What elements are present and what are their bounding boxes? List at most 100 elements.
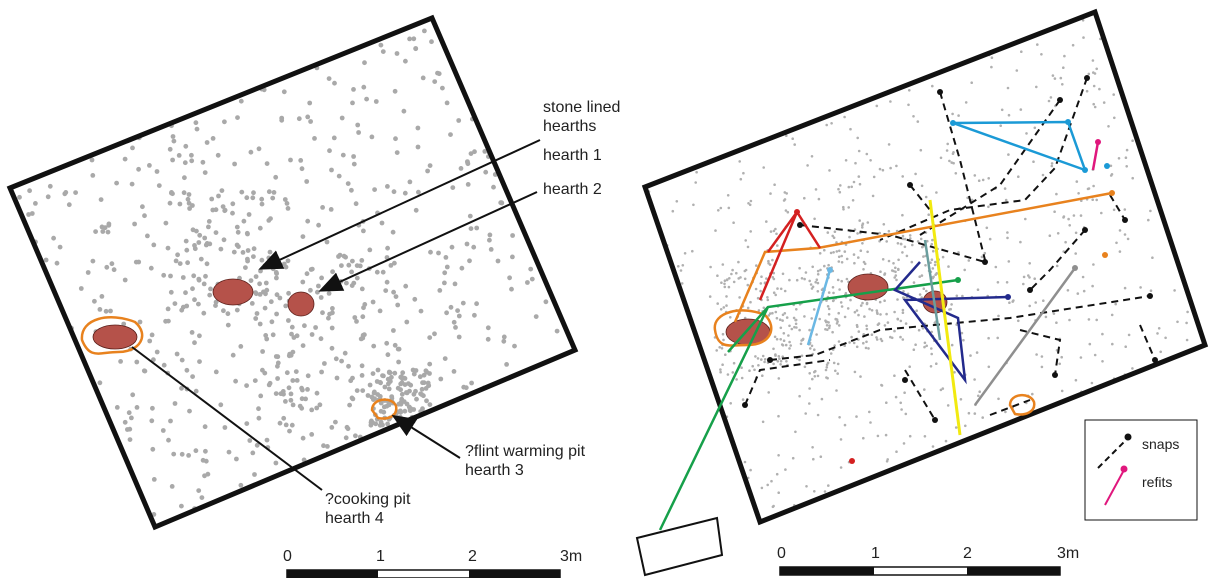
find-dot: [207, 52, 212, 57]
find-dot: [197, 278, 202, 283]
find-dot: [685, 68, 688, 71]
find-dot: [889, 100, 892, 103]
find-dot: [1150, 289, 1153, 292]
find-dot: [888, 143, 891, 146]
find-dot: [62, 88, 67, 93]
find-dot: [403, 376, 408, 381]
find-dot: [813, 218, 816, 221]
find-dot: [372, 391, 377, 396]
find-dot: [396, 347, 401, 352]
find-dot: [467, 258, 472, 263]
find-dot: [330, 306, 335, 311]
find-dot: [172, 139, 177, 144]
find-dot: [830, 252, 833, 255]
find-dot: [274, 391, 279, 396]
find-dot: [714, 229, 717, 232]
find-dot: [711, 134, 714, 137]
find-dot: [201, 160, 206, 165]
find-dot: [1199, 298, 1202, 301]
find-dot: [1009, 484, 1012, 487]
find-dot: [1042, 174, 1045, 177]
find-dot: [789, 344, 792, 347]
find-dot: [757, 297, 760, 300]
find-dot: [1187, 234, 1190, 237]
find-dot: [801, 277, 804, 280]
find-dot: [1191, 260, 1194, 263]
find-dot: [1101, 360, 1104, 363]
find-dot: [721, 19, 724, 22]
find-dot: [686, 140, 689, 143]
annotation: ?flint warming pit: [465, 443, 586, 460]
find-dot: [316, 284, 321, 289]
find-dot: [52, 371, 57, 376]
find-dot: [191, 273, 196, 278]
find-dot: [230, 201, 235, 206]
find-dot: [66, 395, 71, 400]
find-dot: [867, 221, 870, 224]
find-dot: [1028, 305, 1031, 308]
find-dot: [885, 401, 888, 404]
find-dot: [245, 232, 250, 237]
find-dot: [175, 352, 180, 357]
find-dot: [747, 202, 750, 205]
find-dot: [403, 284, 408, 289]
find-dot: [860, 304, 863, 307]
find-dot: [196, 488, 201, 493]
find-dot: [346, 263, 351, 268]
find-dot: [173, 301, 178, 306]
find-dot: [672, 370, 675, 373]
find-dot: [222, 119, 227, 124]
find-dot: [744, 135, 747, 138]
find-dot: [1147, 219, 1150, 222]
find-dot: [187, 409, 192, 414]
find-dot: [1075, 379, 1078, 382]
find-dot: [852, 493, 855, 496]
find-dot: [865, 347, 868, 350]
find-dot: [31, 344, 36, 349]
find-dot: [1152, 115, 1155, 118]
find-dot: [1183, 246, 1186, 249]
find-dot: [323, 486, 328, 491]
find-dot: [304, 179, 309, 184]
find-dot: [63, 92, 68, 97]
find-dot: [1068, 224, 1071, 227]
find-dot: [950, 53, 953, 56]
find-dot: [856, 232, 859, 235]
find-dot: [339, 263, 344, 268]
find-dot: [694, 345, 697, 348]
find-dot: [723, 306, 726, 309]
find-dot: [991, 56, 994, 59]
find-dot: [1006, 281, 1009, 284]
find-dot: [872, 511, 875, 514]
find-dot: [203, 424, 208, 429]
find-dot: [783, 332, 786, 335]
find-dot: [856, 137, 859, 140]
find-dot: [57, 153, 62, 158]
find-dot: [421, 505, 426, 510]
find-dot: [440, 463, 445, 468]
find-dot: [1053, 210, 1056, 213]
find-dot: [88, 465, 93, 470]
find-dot: [762, 355, 765, 358]
find-dot: [76, 443, 81, 448]
find-dot: [236, 230, 241, 235]
find-dot: [548, 239, 553, 244]
find-dot: [411, 36, 416, 41]
find-dot: [772, 348, 775, 351]
find-dot: [879, 313, 882, 316]
find-dot: [534, 314, 539, 319]
find-dot: [832, 517, 835, 520]
find-dot: [1092, 71, 1095, 74]
find-dot: [281, 416, 286, 421]
find-dot: [780, 101, 783, 104]
find-dot: [362, 60, 367, 65]
find-dot: [278, 296, 283, 301]
find-dot: [322, 361, 327, 366]
find-dot: [26, 61, 31, 66]
find-dot: [760, 99, 763, 102]
find-dot: [156, 73, 161, 78]
scale-label: 3m: [1057, 545, 1079, 562]
find-dot: [43, 365, 48, 370]
find-dot: [1031, 27, 1034, 30]
find-dot: [114, 499, 119, 504]
